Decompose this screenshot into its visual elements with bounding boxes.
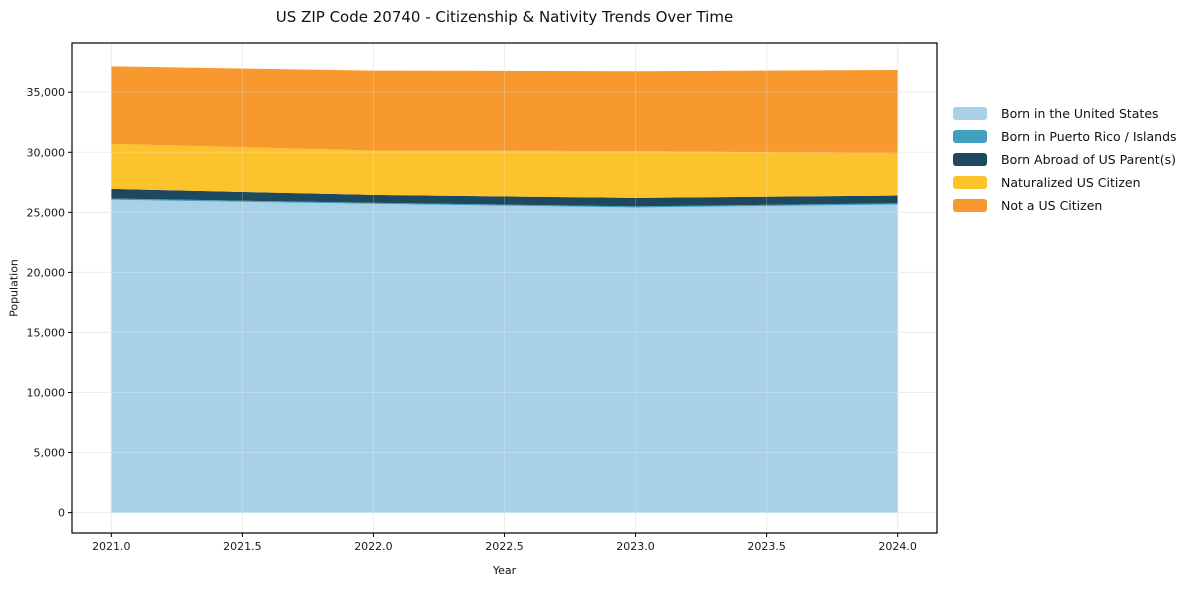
legend: Born in the United States Born in Puerto … (953, 102, 1177, 217)
legend-label: Born in Puerto Rico / Islands (1001, 129, 1177, 144)
legend-label: Not a US Citizen (1001, 198, 1103, 213)
x-axis-label: Year (492, 564, 517, 577)
y-tick-label: 5,000 (34, 447, 66, 460)
legend-label: Naturalized US Citizen (1001, 175, 1141, 190)
area-not-a-us-citizen (111, 66, 898, 154)
area-born-abroad-of-us-parent-s (111, 188, 898, 207)
chart-title: US ZIP Code 20740 - Citizenship & Nativi… (275, 8, 734, 26)
legend-swatch (953, 199, 987, 212)
legend-item-born-abroad-of-us-parent-s: Born Abroad of US Parent(s) (953, 148, 1177, 171)
y-axis-label: Population (7, 259, 21, 317)
legend-item-born-in-the-united-states: Born in the United States (953, 102, 1177, 125)
y-tick-label: 20,000 (27, 266, 66, 279)
x-tick-label: 2023.5 (747, 540, 786, 553)
x-tick-label: 2021.5 (223, 540, 262, 553)
legend-swatch (953, 176, 987, 189)
area-naturalized-us-citizen (111, 143, 898, 198)
legend-item-not-a-us-citizen: Not a US Citizen (953, 194, 1177, 217)
x-tick-label: 2021.0 (92, 540, 131, 553)
legend-item-born-in-puerto-rico-islands: Born in Puerto Rico / Islands (953, 125, 1177, 148)
area-born-in-the-united-states (111, 199, 898, 513)
x-tick-label: 2023.0 (616, 540, 655, 553)
x-tick-label: 2022.0 (354, 540, 393, 553)
legend-label: Born Abroad of US Parent(s) (1001, 152, 1176, 167)
legend-swatch (953, 130, 987, 143)
y-tick-label: 35,000 (27, 86, 66, 99)
y-tick-label: 15,000 (27, 326, 66, 339)
legend-item-naturalized-us-citizen: Naturalized US Citizen (953, 171, 1177, 194)
y-tick-label: 30,000 (27, 146, 66, 159)
legend-swatch (953, 107, 987, 120)
legend-swatch (953, 153, 987, 166)
x-tick-label: 2022.5 (485, 540, 524, 553)
x-tick-label: 2024.0 (878, 540, 917, 553)
y-tick-label: 25,000 (27, 206, 66, 219)
y-tick-label: 10,000 (27, 386, 66, 399)
y-tick-label: 0 (58, 507, 65, 520)
legend-label: Born in the United States (1001, 106, 1159, 121)
